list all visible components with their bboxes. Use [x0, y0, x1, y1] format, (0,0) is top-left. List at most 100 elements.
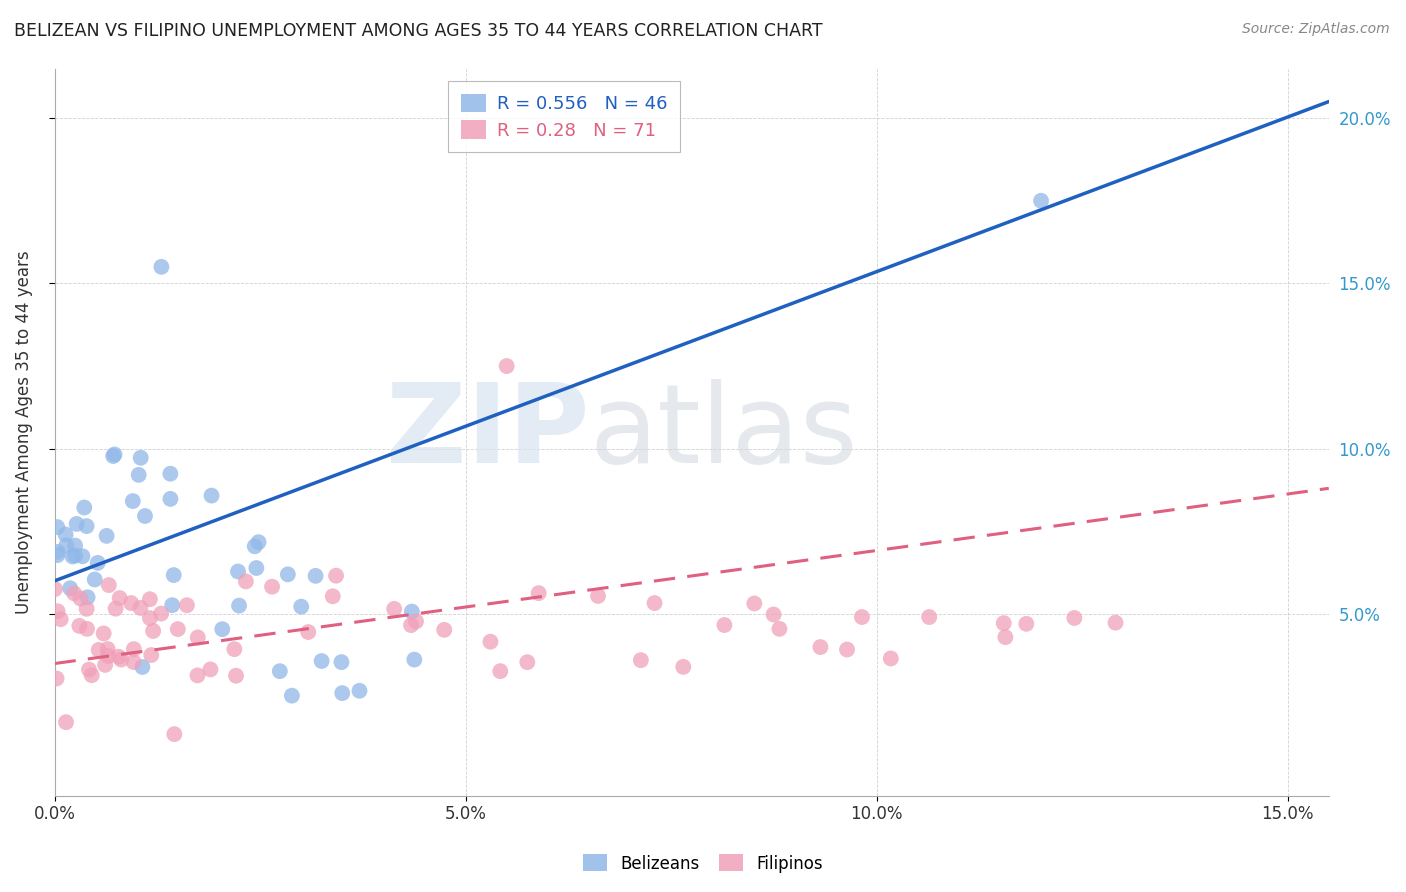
Point [160, 598, 183, 612]
Point [810, 640, 832, 654]
Point [67, 619, 90, 633]
Text: Source: ZipAtlas.com: Source: ZipAtlas.com [1241, 22, 1389, 37]
Point [330, 686, 353, 700]
Point [108, 591, 131, 606]
Point [62, 549, 84, 564]
Point [122, 655, 145, 669]
Point [96, 529, 118, 543]
Point [262, 580, 284, 594]
Point [66, 516, 89, 531]
Point [63, 586, 86, 600]
Point [516, 655, 538, 669]
Point [489, 664, 512, 678]
Point [107, 649, 129, 664]
Point [586, 589, 609, 603]
Point [243, 539, 266, 553]
Point [63, 549, 86, 563]
Point [129, 450, 152, 465]
Legend: Belizeans, Filipinos: Belizeans, Filipinos [576, 847, 830, 880]
Point [744, 597, 766, 611]
Point [55, 538, 77, 552]
Point [46, 548, 69, 562]
Point [142, 624, 165, 638]
Point [235, 574, 257, 589]
Point [166, 622, 188, 636]
Point [290, 599, 312, 614]
Point [479, 634, 502, 648]
Point [762, 607, 785, 622]
Point [121, 494, 143, 508]
Point [200, 662, 222, 676]
Point [134, 508, 156, 523]
Text: ZIP: ZIP [387, 378, 589, 485]
Point [880, 651, 903, 665]
Point [93, 626, 115, 640]
Point [86, 556, 108, 570]
Point [97, 578, 120, 592]
Point [281, 689, 304, 703]
Point [122, 642, 145, 657]
Point [87, 643, 110, 657]
Point [225, 669, 247, 683]
Point [297, 625, 319, 640]
Point [150, 260, 173, 274]
Point [150, 607, 173, 621]
Point [129, 601, 152, 615]
Text: atlas: atlas [589, 378, 858, 485]
Legend: R = 0.556   N = 46, R = 0.28   N = 71: R = 0.556 N = 46, R = 0.28 N = 71 [449, 81, 681, 153]
Point [405, 615, 427, 629]
Point [76, 591, 98, 605]
Point [59, 581, 82, 595]
Point [131, 660, 153, 674]
Point [139, 592, 162, 607]
Point [311, 654, 333, 668]
Text: BELIZEAN VS FILIPINO UNEMPLOYMENT AMONG AGES 35 TO 44 YEARS CORRELATION CHART: BELIZEAN VS FILIPINO UNEMPLOYMENT AMONG … [14, 22, 823, 40]
Point [247, 535, 270, 549]
Point [349, 683, 371, 698]
Point [918, 610, 941, 624]
Point [187, 631, 209, 645]
Point [45, 672, 67, 686]
Point [46, 520, 69, 534]
Point [304, 569, 326, 583]
Point [495, 359, 517, 373]
Point [76, 519, 98, 533]
Point [1015, 616, 1038, 631]
Point [159, 467, 181, 481]
Point [1104, 615, 1126, 630]
Point [399, 618, 422, 632]
Point [73, 500, 96, 515]
Point [120, 596, 142, 610]
Point [322, 589, 344, 603]
Point [97, 648, 120, 663]
Point [103, 447, 125, 461]
Point [404, 652, 426, 666]
Point [713, 618, 735, 632]
Point [994, 630, 1017, 644]
Point [644, 596, 666, 610]
Point [269, 664, 291, 678]
Point [527, 586, 550, 600]
Point [76, 602, 98, 616]
Point [382, 602, 405, 616]
Point [330, 655, 353, 669]
Point [672, 660, 695, 674]
Point [55, 527, 77, 541]
Point [186, 668, 208, 682]
Point [226, 565, 249, 579]
Point [46, 545, 69, 559]
Point [433, 623, 456, 637]
Point [211, 622, 233, 636]
Point [83, 573, 105, 587]
Point [630, 653, 652, 667]
Point [228, 599, 250, 613]
Point [46, 604, 69, 618]
Y-axis label: Unemployment Among Ages 35 to 44 years: Unemployment Among Ages 35 to 44 years [15, 251, 32, 614]
Point [1029, 194, 1052, 208]
Point [110, 652, 132, 666]
Point [141, 648, 163, 662]
Point [94, 657, 117, 672]
Point [224, 642, 246, 657]
Point [768, 622, 790, 636]
Point [69, 591, 91, 606]
